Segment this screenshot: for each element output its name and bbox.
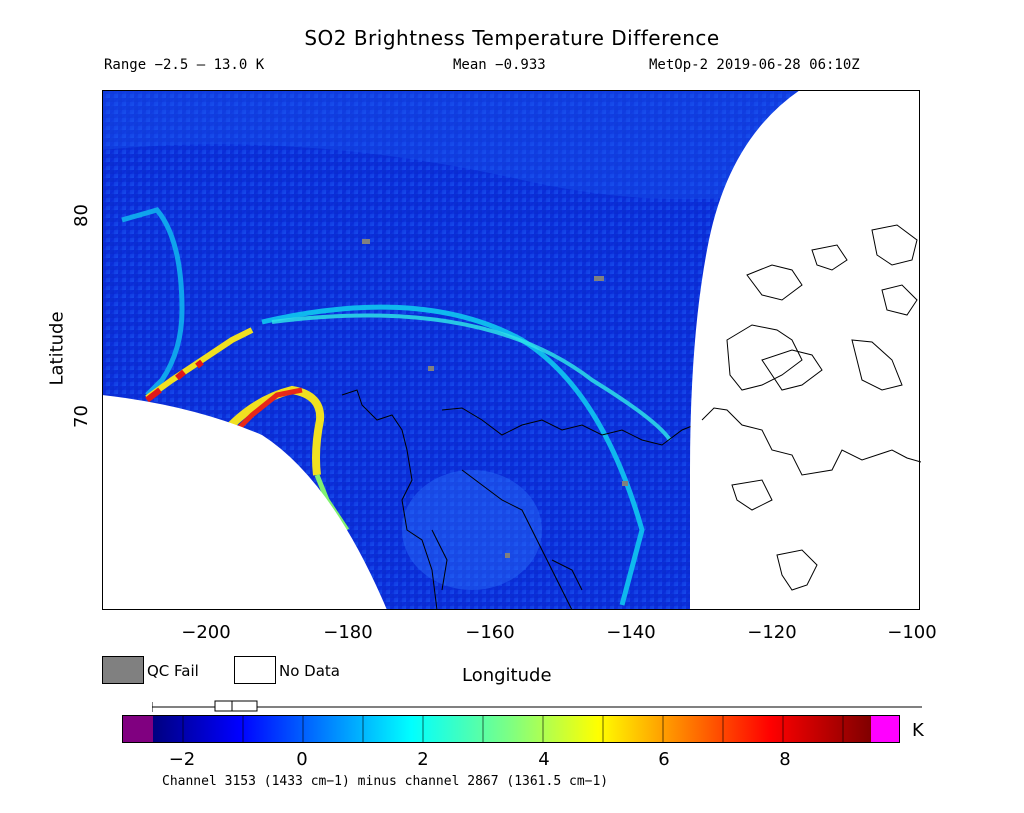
no-data-swatch xyxy=(234,656,276,684)
y-tick: 70 xyxy=(70,405,92,428)
x-tick: −120 xyxy=(747,622,797,643)
range-label: Range −2.5 – 13.0 K xyxy=(104,57,265,73)
coastline-alaska xyxy=(341,389,703,610)
x-tick: −100 xyxy=(887,622,937,643)
channel-caption: Channel 3153 (1433 cm−1) minus channel 2… xyxy=(162,774,609,789)
chart-title: SO2 Brightness Temperature Difference xyxy=(304,26,720,50)
plume-west-hot xyxy=(145,327,254,401)
plume-west-edge xyxy=(121,207,185,397)
qc-fail-pixel xyxy=(428,366,434,371)
x-tick: −160 xyxy=(465,622,515,643)
plume-west-red xyxy=(145,359,204,403)
qc-fail-pixel xyxy=(622,481,628,486)
plume-center-hot xyxy=(218,385,325,476)
plume-center-red xyxy=(230,387,303,437)
colorbar-tick: 8 xyxy=(779,749,791,770)
y-axis-label: Latitude xyxy=(46,311,68,386)
colorbar xyxy=(122,715,900,743)
colorbar-tick: −2 xyxy=(168,749,196,770)
colorbar-tick: 0 xyxy=(296,749,308,770)
colorbar-unit: K xyxy=(912,720,924,741)
coastline-canada xyxy=(701,224,921,591)
colorbar-tick: 2 xyxy=(417,749,429,770)
qc-fail-pixel xyxy=(594,276,604,281)
satellite-time-label: MetOp-2 2019-06-28 06:10Z xyxy=(649,57,860,73)
mean-label: Mean −0.933 xyxy=(453,57,546,73)
y-tick: 80 xyxy=(70,204,92,227)
light-patch-south xyxy=(402,470,542,590)
x-tick: −200 xyxy=(181,622,231,643)
map-svg xyxy=(102,90,921,610)
qc-fail-pixel xyxy=(362,239,370,244)
qc-fail-label: QC Fail xyxy=(147,662,199,680)
map-plot-area xyxy=(102,90,921,610)
qc-fail-swatch xyxy=(102,656,144,684)
x-tick: −140 xyxy=(606,622,656,643)
x-axis-label: Longitude xyxy=(462,665,552,686)
light-band-upper xyxy=(102,90,921,200)
colorbar-tick: 6 xyxy=(658,749,670,770)
no-data-southwest xyxy=(102,395,387,610)
x-tick: −180 xyxy=(323,622,373,643)
qc-fail-pixel xyxy=(505,553,510,558)
no-data-east xyxy=(690,90,921,610)
colorbar-tick: 4 xyxy=(538,749,550,770)
no-data-label: No Data xyxy=(279,662,340,680)
plume-arc-outer xyxy=(271,313,672,442)
value-boxplot xyxy=(151,699,922,713)
